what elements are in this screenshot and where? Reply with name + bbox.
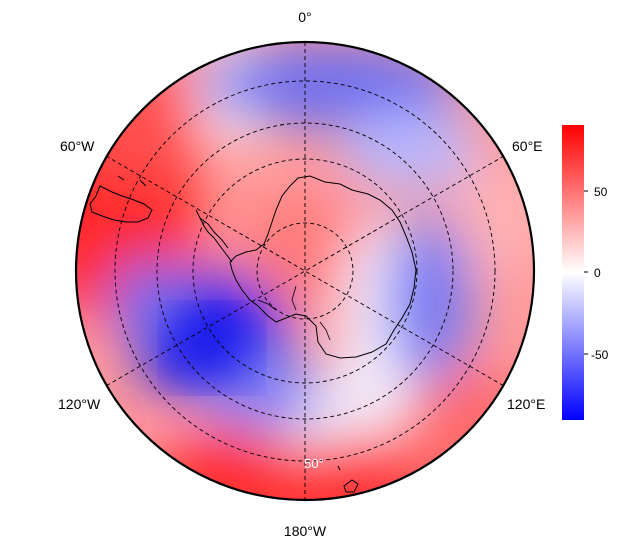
colorbar-tick-0: 0 — [594, 266, 601, 280]
colorbar-tick-50: 50 — [594, 185, 608, 199]
map-boundary — [74, 40, 536, 502]
latitude-circles — [114, 80, 496, 462]
colorbar: 50 0 -50 — [562, 125, 609, 420]
longitude-label-120e: 120°E — [507, 396, 545, 412]
latitude-label-50: 50° — [304, 456, 324, 471]
longitude-label-180w: 180°W — [284, 523, 327, 539]
colorbar-tick-neg50: -50 — [591, 348, 609, 362]
antarctica-coastline — [195, 175, 417, 359]
colorbar-gradient — [562, 125, 584, 420]
south-america-coastline — [89, 175, 153, 223]
longitude-label-60w: 60°W — [60, 138, 95, 154]
longitude-label-120w: 120°W — [58, 396, 101, 412]
island-coastline — [337, 465, 359, 493]
anomaly-field — [76, 42, 534, 500]
meridian-lines — [105, 42, 505, 500]
longitude-label-60e: 60°E — [512, 138, 543, 154]
longitude-label-0: 0° — [298, 9, 311, 25]
